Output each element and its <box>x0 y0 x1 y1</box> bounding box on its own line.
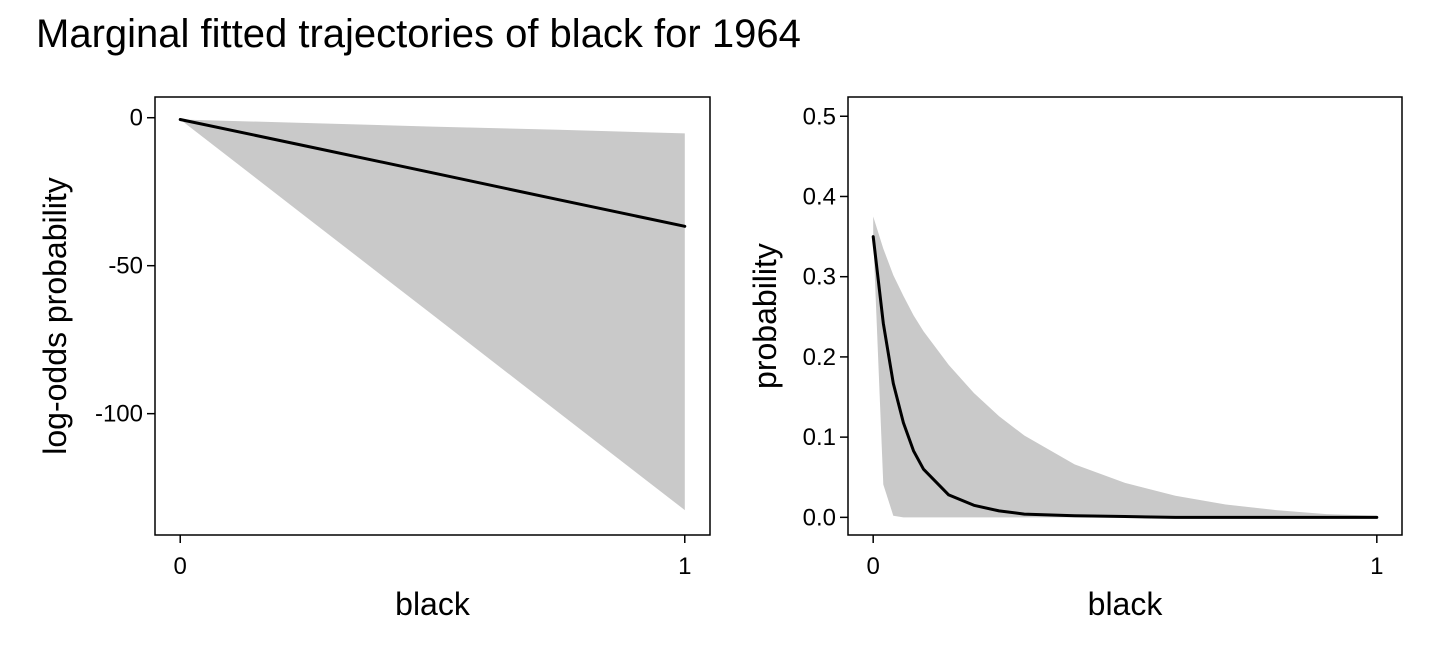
x-axis-title: black <box>1088 586 1164 622</box>
chart-title: Marginal fitted trajectories of black fo… <box>36 12 801 56</box>
plot-frame <box>154 96 711 536</box>
series-line <box>178 118 687 228</box>
x-tick-label: 0 <box>174 553 187 580</box>
x-axis-title: black <box>395 586 471 622</box>
y-tick-label: 0.3 <box>803 264 836 291</box>
y-tick-label: -50 <box>108 253 143 280</box>
series-line <box>871 235 1379 519</box>
y-tick-label: 0.0 <box>803 504 836 531</box>
confidence-band <box>180 119 685 511</box>
chart-panel-1: 0 1 0 -50 -100 black log-odds probability <box>37 96 711 622</box>
x-tick-label: 0 <box>867 553 880 580</box>
y-axis-title: probability <box>747 243 783 389</box>
y-tick-label: 0.2 <box>803 344 836 371</box>
y-tick-label: -100 <box>95 401 143 428</box>
chart-panel-2: 0 1 0.0 0.1 0.2 0.3 0.4 0.5 black probability <box>747 96 1403 622</box>
y-tick-label: 0 <box>130 105 143 132</box>
y-tick-label: 0.4 <box>803 183 836 210</box>
x-tick-label: 1 <box>1370 553 1383 580</box>
y-tick-label: 0.5 <box>803 103 836 130</box>
y-tick-label: 0.1 <box>803 424 836 451</box>
plot-frame <box>847 96 1403 536</box>
y-axis-title: log-odds probability <box>37 177 73 455</box>
confidence-band <box>873 216 1377 518</box>
x-tick-label: 1 <box>678 553 691 580</box>
